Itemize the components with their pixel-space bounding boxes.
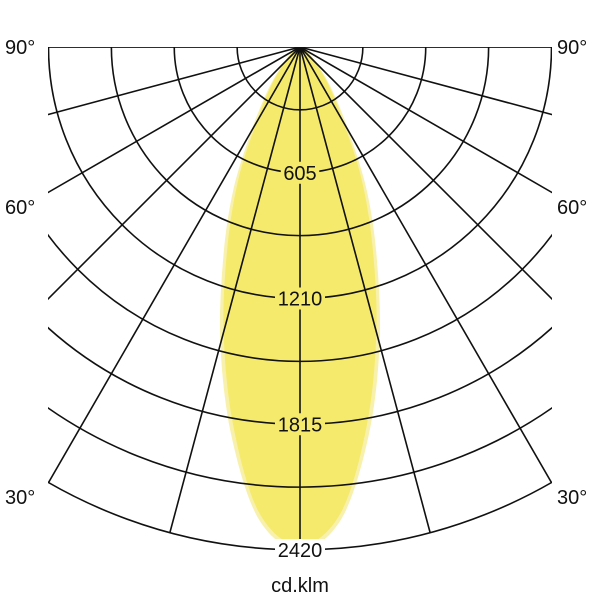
grid-radial-line — [299, 47, 431, 534]
grid-radial-line — [169, 47, 301, 534]
tick-label-bg — [275, 413, 325, 436]
grid-radial-line — [299, 47, 552, 301]
grid-radial-line — [48, 47, 301, 484]
tick-label-bg — [280, 161, 320, 184]
angle-label-left: 30° — [5, 487, 35, 509]
labels: 605 1210 1815 2420 90° 90° 60° 60° 30° 30° cd.klm — [5, 37, 587, 597]
angle-label-right: 30° — [557, 487, 587, 509]
grid-radial-line — [299, 47, 552, 484]
radial-tick-label: 1210 — [278, 289, 323, 311]
grid-radial-line — [299, 47, 552, 116]
grid-radial-line — [48, 47, 301, 116]
unit-label: cd.klm — [271, 575, 329, 597]
grid-radial-line — [299, 47, 552, 194]
angle-label-right: 90° — [557, 37, 587, 59]
tick-label-bg — [275, 287, 325, 310]
grid-radial-line — [48, 47, 301, 301]
radial-tick-label: 2420 — [278, 540, 323, 562]
angle-label-left: 90° — [5, 37, 35, 59]
radial-tick-label: 1815 — [278, 414, 323, 436]
tick-label-bg — [275, 539, 325, 561]
grid-radial-line — [48, 47, 301, 194]
angle-label-left: 60° — [5, 197, 35, 219]
angle-label-right: 60° — [557, 197, 587, 219]
radial-tick-label: 605 — [283, 163, 316, 185]
